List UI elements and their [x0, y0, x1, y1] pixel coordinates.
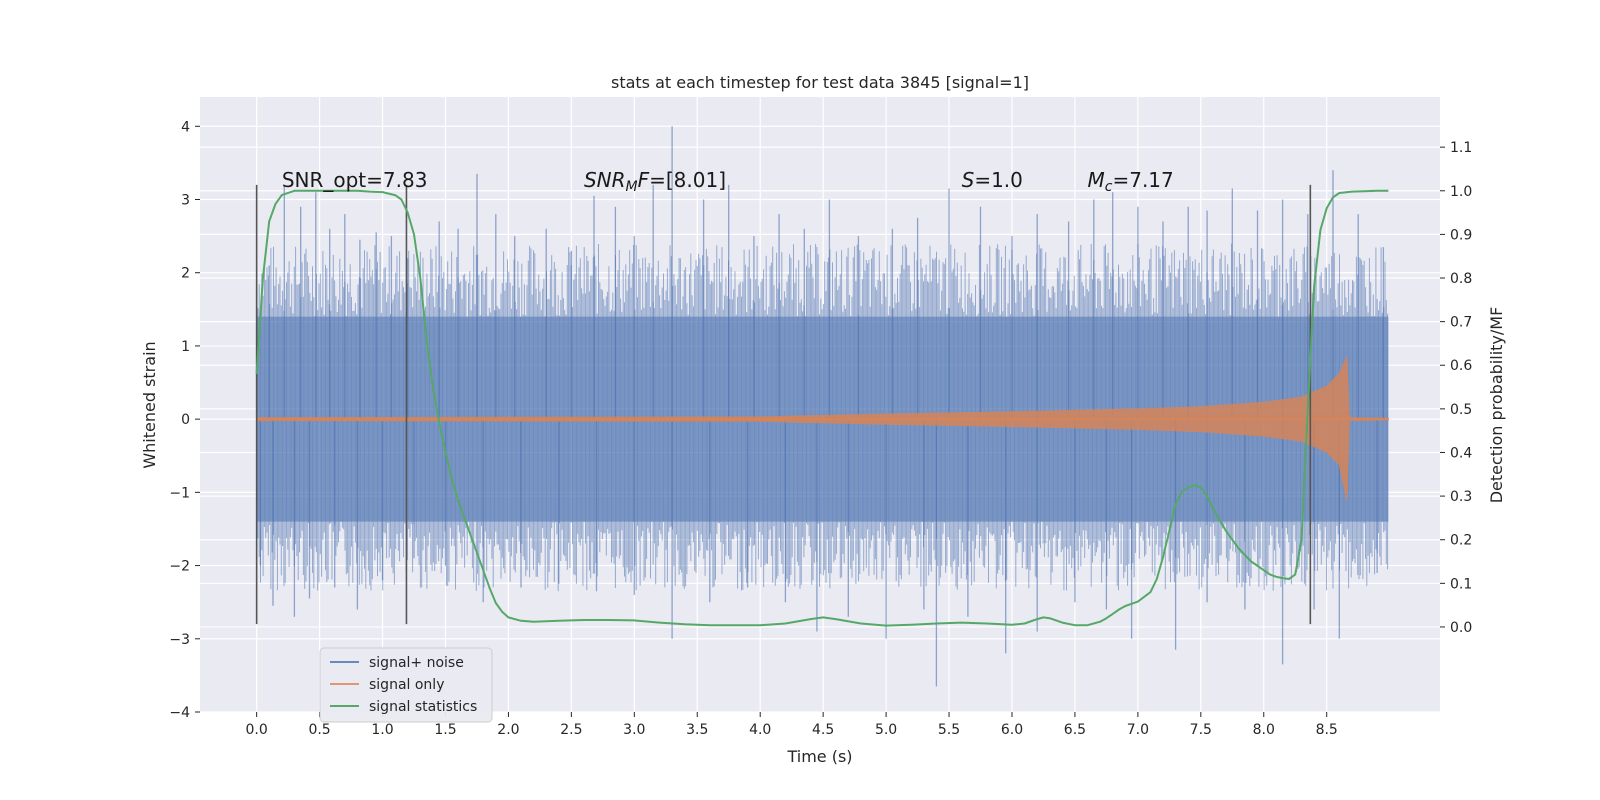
series-signal-statistics: [255, 189, 1389, 627]
y-right-tick-label: 0.4: [1450, 445, 1472, 461]
y-right-tick-label: 0.5: [1450, 402, 1472, 418]
x-tick-label: 4.5: [812, 722, 834, 738]
y-right-tick-label: 0.3: [1450, 489, 1472, 505]
y-tick-label: 3: [181, 193, 190, 209]
signal-chirp: [256, 356, 1389, 501]
x-tick-label: 5.5: [938, 722, 960, 738]
y-right-tick-label: 0.2: [1450, 533, 1472, 549]
y-right-tick-label: 1.0: [1450, 184, 1472, 200]
y-right-tick-label: 0.9: [1450, 227, 1472, 243]
x-tick-label: 2.5: [560, 722, 582, 738]
annotation: Mc=7.17: [1088, 168, 1174, 195]
x-tick-label: 6.0: [1001, 722, 1023, 738]
legend-box: [319, 647, 493, 723]
y-axis-label: Whitened strain: [140, 341, 159, 468]
annotation: SNR_opt=7.83: [282, 168, 428, 192]
annotations: SNR_opt=7.83 SNRMF=[8.01] S=1.0 Mc=7.17: [282, 168, 1174, 195]
y-tick-label: −3: [169, 632, 190, 648]
x-axis-label: Time (s): [786, 747, 852, 766]
y-right-tick-label: 1.1: [1450, 140, 1472, 156]
x-tick-label: 6.5: [1064, 722, 1086, 738]
legend-label-signal-only: signal only: [369, 677, 444, 693]
y-tick-label: 2: [181, 266, 190, 282]
x-tick-label: 0.5: [308, 722, 330, 738]
x-tick-label: 3.0: [623, 722, 645, 738]
y-right-tick-label: 0.8: [1450, 271, 1472, 287]
x-tick-label: 8.5: [1316, 722, 1338, 738]
x-tick-label: 5.0: [875, 722, 897, 738]
axes: 0.0 0.5 1.0 1.5 2.0 2.5 3.0 3.5 4.0 4.5 5.0 5.5 6.0 6…: [169, 119, 1472, 738]
statistics-line: [255, 189, 1389, 627]
legend-label-signal-statistics: signal statistics: [369, 699, 477, 715]
x-tick-label: 7.5: [1190, 722, 1212, 738]
y-right-tick-label: 0.0: [1450, 620, 1472, 636]
x-tick-label: 4.0: [749, 722, 771, 738]
x-tick-label: 1.5: [434, 722, 456, 738]
annotation: S=1.0: [962, 168, 1023, 192]
x-tick-label: 2.0: [497, 722, 519, 738]
y-tick-label: 1: [181, 339, 190, 355]
y-tick-label: −4: [169, 705, 190, 721]
y-tick-label: −2: [169, 559, 190, 575]
chart-title: stats at each timestep for test data 384…: [611, 73, 1029, 92]
y-right-tick-label: 0.7: [1450, 315, 1472, 331]
x-tick-label: 0.0: [246, 722, 268, 738]
x-tick-label: 1.0: [371, 722, 393, 738]
x-tick-label: 3.5: [686, 722, 708, 738]
y-tick-label: 4: [181, 119, 190, 135]
y-right-tick-label: 0.6: [1450, 358, 1472, 374]
y-tick-label: 0: [181, 412, 190, 428]
series-signal-only: [256, 356, 1389, 501]
legend: signal+ noise signal only signal statist…: [319, 647, 493, 723]
x-tick-label: 7.0: [1127, 722, 1149, 738]
y-right-axis-label: Detection probability/MF: [1487, 307, 1506, 504]
legend-label-signal-noise: signal+ noise: [369, 655, 464, 671]
y-right-tick-label: 0.1: [1450, 576, 1472, 592]
annotation: SNRMF=[8.01]: [584, 168, 726, 195]
vertical-markers: [255, 184, 1312, 625]
y-tick-label: −1: [169, 485, 190, 501]
x-tick-label: 8.0: [1253, 722, 1275, 738]
